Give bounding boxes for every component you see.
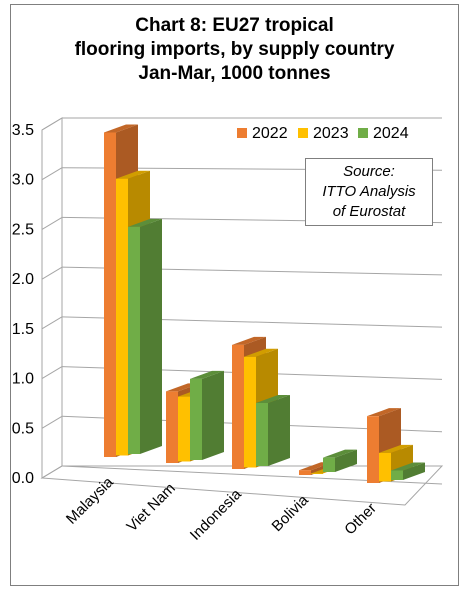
y-tick-label: 1.0: [12, 371, 34, 388]
title-line-3: Jan-Mar, 1000 tonnes: [138, 63, 331, 84]
y-tick-label: 3.0: [12, 172, 34, 189]
gridline-side: [41, 316, 63, 330]
x-tick-label: Viet Nam: [123, 480, 178, 535]
x-tick-label: Bolivia: [269, 491, 313, 535]
bar-indonesia-2024: [256, 395, 290, 466]
chart-title: Chart 8: EU27 tropical flooring imports,…: [10, 14, 459, 86]
bar-malaysia-2024: [128, 218, 162, 454]
y-tick-label: 0.5: [12, 420, 34, 437]
legend-swatch-2024: [358, 128, 368, 138]
legend-swatch-2022: [237, 128, 247, 138]
bar-other-2024: [391, 462, 425, 480]
source-line-1: Source:: [343, 163, 395, 180]
title-line-1: Chart 8: EU27 tropical: [135, 15, 334, 36]
source-line-3: of Eurostat: [332, 203, 406, 220]
source-note: Source: ITTO Analysis of Eurostat: [305, 158, 433, 226]
gridline-side: [41, 167, 63, 181]
bar-viet-nam-2024: [190, 370, 224, 460]
y-tick-label: 3.5: [12, 122, 34, 139]
title-line-2: flooring imports, by supply country: [74, 39, 395, 60]
legend-label-2023: 2023: [313, 125, 349, 142]
gridline-side: [41, 415, 63, 429]
gridline-side: [41, 117, 63, 131]
x-tick-label: Other: [341, 500, 380, 539]
gridline-side: [41, 266, 63, 280]
legend-label-2024: 2024: [373, 125, 409, 142]
gridline-side: [41, 216, 63, 230]
x-tick-label: Indonesia: [187, 485, 245, 543]
source-line-2: ITTO Analysis: [322, 183, 416, 200]
y-tick-label: 2.0: [12, 271, 34, 288]
legend-label-2022: 2022: [252, 125, 288, 142]
gridline-side: [41, 366, 63, 380]
y-tick-label: 2.5: [12, 221, 34, 238]
y-tick-label: 0.0: [12, 470, 34, 487]
bar-bolivia-2024: [323, 449, 357, 472]
legend-swatch-2023: [298, 128, 308, 138]
gridline-side: [41, 465, 63, 479]
side-wall: [41, 117, 63, 479]
chart-frame: [10, 4, 459, 586]
y-tick-label: 1.5: [12, 321, 34, 338]
